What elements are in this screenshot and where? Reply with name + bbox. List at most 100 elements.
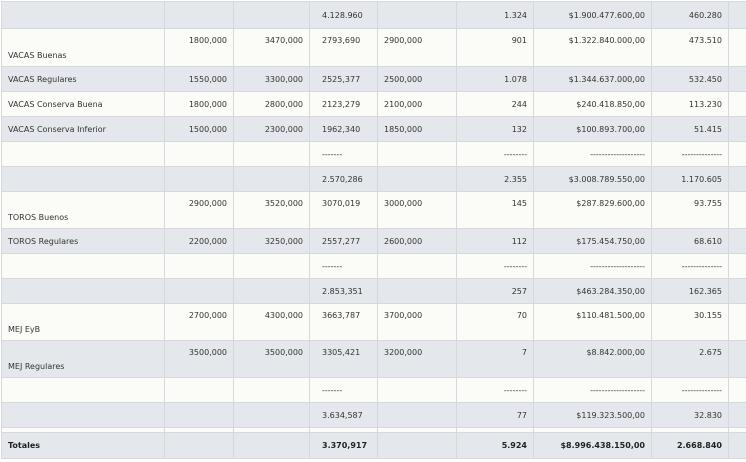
value-cell	[164, 377, 234, 403]
category-cell: VACAS Conserva Buena	[1, 91, 165, 117]
reference-value-cell	[377, 432, 457, 459]
value-cell: 132	[456, 116, 534, 142]
value-cell	[164, 253, 234, 279]
reference-value-cell	[377, 253, 457, 279]
average-value-cell: -------	[309, 253, 378, 279]
value-cell: $463.284.350,00	[533, 278, 652, 304]
totals-row: Totales 3.370,917 5.924 $8.996.438.150,00 2.…	[1, 432, 746, 459]
category-cell: MEJ EyB	[1, 303, 165, 341]
value-cell: $3.008.789.550,00	[533, 166, 652, 192]
value-cell: 647	[728, 191, 746, 229]
reference-value-cell	[377, 166, 457, 192]
value-cell	[233, 278, 310, 304]
value-cell: $119.323.500,00	[533, 402, 652, 428]
value-cell: 2.355	[456, 166, 534, 192]
value-cell: 613	[728, 228, 746, 254]
value-cell: 431	[728, 303, 746, 341]
value-cell: 32.830	[651, 402, 729, 428]
value-cell	[164, 1, 234, 29]
value-cell: $175.454.750,00	[533, 228, 652, 254]
average-value-cell: 2793,690	[309, 28, 378, 67]
table-row: VACAS Conserva Buena 1800,000 2800,000 2123…	[1, 91, 746, 117]
value-cell: $1.344.637.000,00	[533, 66, 652, 92]
average-value-cell: 1962,340	[309, 116, 378, 142]
value-cell: $240.418.850,00	[533, 91, 652, 117]
value-cell: $100.893.700,00	[533, 116, 652, 142]
average-value-cell: 4.128.960	[309, 1, 378, 29]
reference-value-cell: 2100,000	[377, 91, 457, 117]
value-cell: --------------	[651, 377, 729, 403]
value-cell: 3250,000	[233, 228, 310, 254]
value-cell: 70	[456, 303, 534, 341]
category-cell: VACAS Regulares	[1, 66, 165, 92]
value-cell: 3500,000	[164, 340, 234, 378]
value-cell	[164, 432, 234, 459]
table-row: ------- -------- ------------------- ------…	[1, 253, 746, 279]
value-cell: 77	[456, 402, 534, 428]
value-cell: 68.610	[651, 228, 729, 254]
average-value-cell: -------	[309, 377, 378, 403]
category-cell: VACAS Conserva Inferior	[1, 116, 165, 142]
table-row: ------- -------- ------------------- ------…	[1, 377, 746, 403]
value-cell: 112	[456, 228, 534, 254]
category-cell	[1, 253, 165, 279]
reference-value-cell: 2600,000	[377, 228, 457, 254]
value-cell	[233, 253, 310, 279]
average-value-cell: 3.634,587	[309, 402, 378, 428]
value-cell	[164, 278, 234, 304]
value-cell	[164, 402, 234, 428]
value-cell: 1800,000	[164, 91, 234, 117]
value-cell: 390	[728, 116, 746, 142]
value-cell: 2.668.840	[651, 432, 729, 459]
value-cell: 30.155	[651, 303, 729, 341]
value-cell: 1500,000	[164, 116, 234, 142]
average-value-cell: 3663,787	[309, 303, 378, 341]
value-cell: --------------	[651, 141, 729, 167]
value-cell: $8.842.000,00	[533, 340, 652, 378]
average-value-cell: 2.570,286	[309, 166, 378, 192]
average-value-cell: 3.370,917	[309, 432, 378, 459]
value-cell: 51.415	[651, 116, 729, 142]
category-cell	[1, 141, 165, 167]
table-row: VACAS Buenas 1800,000 3470,000 2793,690 2900…	[1, 28, 746, 67]
value-cell: 464	[728, 91, 746, 117]
value-cell: 2700,000	[164, 303, 234, 341]
reference-value-cell: 2900,000	[377, 28, 457, 67]
value-cell: 244	[456, 91, 534, 117]
category-cell: MEJ Regulares	[1, 340, 165, 378]
value-cell: 1550,000	[164, 66, 234, 92]
value-cell: 2900,000	[164, 191, 234, 229]
value-cell: 426	[728, 402, 746, 428]
value-cell: 3500,000	[233, 340, 310, 378]
reference-value-cell: 3700,000	[377, 303, 457, 341]
average-value-cell: 2123,279	[309, 91, 378, 117]
value-cell: 382	[728, 340, 746, 378]
value-cell: $1.322.840.000,00	[533, 28, 652, 67]
value-cell: 257	[456, 278, 534, 304]
reference-value-cell	[377, 402, 457, 428]
value-cell: 451	[728, 432, 746, 459]
average-value-cell: 3070,019	[309, 191, 378, 229]
average-value-cell: 2525,377	[309, 66, 378, 92]
value-cell: 1.078	[456, 66, 534, 92]
value-cell: 113.230	[651, 91, 729, 117]
value-cell: 145	[456, 191, 534, 229]
value-cell: 1.324	[456, 1, 534, 29]
value-cell: 901	[456, 28, 534, 67]
value-cell: -------------------	[533, 141, 652, 167]
reference-value-cell	[377, 1, 457, 29]
table-row: MEJ EyB 2700,000 4300,000 3663,787 3700,000 7…	[1, 303, 746, 341]
value-cell: 2.675	[651, 340, 729, 378]
category-cell	[1, 166, 165, 192]
category-cell	[1, 1, 165, 29]
reference-value-cell	[377, 141, 457, 167]
value-cell: $287.829.600,00	[533, 191, 652, 229]
value-cell: 1800,000	[164, 28, 234, 67]
value-cell: $1.900.477.600,00	[533, 1, 652, 29]
reference-value-cell	[377, 377, 457, 403]
table-row: 2.570,286 2.355 $3.008.789.550,00 1.170.605…	[1, 166, 746, 192]
value-cell	[233, 432, 310, 459]
